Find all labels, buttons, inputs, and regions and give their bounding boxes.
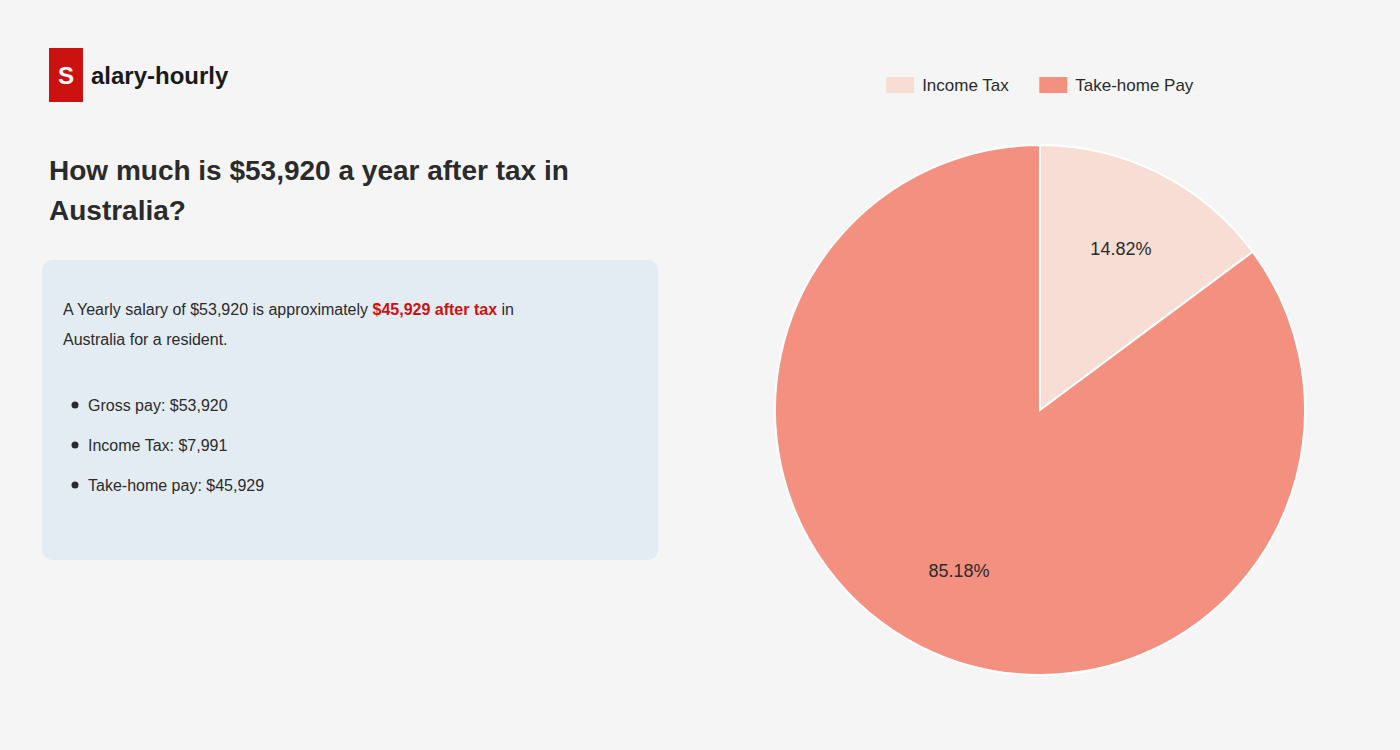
bullet-text: Income Tax: $7,991	[88, 437, 227, 454]
title-line: How much is $53,920 a year after tax in	[49, 155, 569, 186]
info-text-part: A Yearly salary of $53,920 is approximat…	[63, 301, 373, 318]
legend-item: Take-home Pay	[1039, 76, 1194, 95]
info-box	[42, 260, 658, 560]
info-text: Australia for a resident.	[63, 331, 228, 348]
legend-label: Take-home Pay	[1075, 76, 1194, 95]
logo-box	[49, 48, 83, 102]
title-line: Australia?	[49, 195, 186, 226]
logo: Salary-hourly	[49, 48, 229, 102]
bullet-dot	[72, 442, 79, 449]
legend-swatch	[1039, 77, 1067, 93]
bullet-dot	[72, 482, 79, 489]
pie	[775, 145, 1305, 675]
info-text: A Yearly salary of $53,920 is approximat…	[63, 301, 514, 318]
info-text-part: in	[497, 301, 514, 318]
chart-root: Salary-hourly How much is $53,920 a year …	[0, 0, 1400, 750]
bullet-dot	[72, 402, 79, 409]
logo-letter: S	[58, 62, 74, 89]
legend-label: Income Tax	[922, 76, 1009, 95]
data-labels: 14.82% 85.18%	[929, 239, 1152, 581]
data-label: 14.82%	[1090, 239, 1151, 259]
data-label: 85.18%	[929, 561, 990, 581]
title: How much is $53,920 a year after tax in A…	[49, 155, 569, 226]
legend-item: Income Tax	[886, 76, 1009, 95]
legend: Income Tax Take-home Pay	[886, 76, 1194, 95]
logo-text: alary-hourly	[91, 62, 229, 89]
info-highlight: $45,929 after tax	[373, 301, 498, 318]
bullet-text: Take-home pay: $45,929	[88, 477, 264, 494]
legend-swatch	[886, 77, 914, 93]
pie-slice	[775, 145, 1305, 675]
bullet-text: Gross pay: $53,920	[88, 397, 228, 414]
